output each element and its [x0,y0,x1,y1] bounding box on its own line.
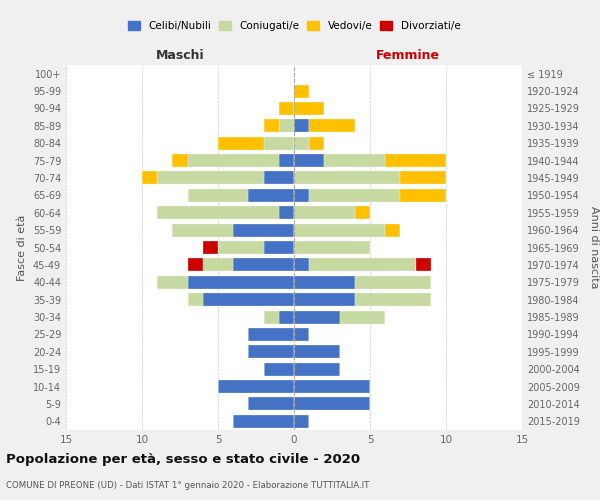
Bar [233,415,294,428]
Bar [340,310,385,324]
Bar [309,120,355,132]
Bar [188,293,203,306]
Bar [355,206,370,220]
Bar [263,241,294,254]
Bar [188,258,203,272]
Bar [279,154,294,167]
Bar [416,258,431,272]
Legend: Celibi/Nubili, Coniugati/e, Vedovi/e, Divorziati/e: Celibi/Nubili, Coniugati/e, Vedovi/e, Di… [125,19,463,34]
Text: COMUNE DI PREONE (UD) - Dati ISTAT 1° gennaio 2020 - Elaborazione TUTTITALIA.IT: COMUNE DI PREONE (UD) - Dati ISTAT 1° ge… [6,481,370,490]
Bar [157,276,188,289]
Y-axis label: Fasce di età: Fasce di età [17,214,27,280]
Bar [309,136,325,149]
Bar [188,189,248,202]
Bar [203,258,233,272]
Bar [294,380,370,393]
Bar [309,258,416,272]
Bar [325,154,385,167]
Bar [188,276,294,289]
Text: Femmine: Femmine [376,48,440,62]
Bar [233,224,294,236]
Bar [400,172,446,184]
Bar [233,258,294,272]
Bar [248,189,294,202]
Bar [142,172,157,184]
Bar [294,172,400,184]
Bar [203,241,218,254]
Bar [188,154,279,167]
Bar [279,310,294,324]
Bar [218,241,263,254]
Bar [263,120,279,132]
Bar [294,258,309,272]
Bar [400,189,446,202]
Bar [263,172,294,184]
Bar [385,224,400,236]
Bar [279,206,294,220]
Y-axis label: Anni di nascita: Anni di nascita [589,206,599,289]
Text: Maschi: Maschi [155,48,205,62]
Bar [157,172,263,184]
Bar [218,136,263,149]
Bar [248,328,294,341]
Bar [248,398,294,410]
Bar [172,154,188,167]
Bar [385,154,446,167]
Bar [203,293,294,306]
Bar [294,346,340,358]
Bar [294,276,355,289]
Bar [294,310,340,324]
Bar [294,328,309,341]
Bar [355,276,431,289]
Bar [279,102,294,115]
Bar [294,224,385,236]
Bar [172,224,233,236]
Bar [294,241,370,254]
Bar [309,189,400,202]
Bar [279,120,294,132]
Bar [294,398,370,410]
Bar [294,293,355,306]
Bar [294,189,309,202]
Bar [294,102,325,115]
Bar [263,310,279,324]
Bar [294,154,325,167]
Bar [248,346,294,358]
Text: Popolazione per età, sesso e stato civile - 2020: Popolazione per età, sesso e stato civil… [6,452,360,466]
Bar [294,415,309,428]
Bar [157,206,279,220]
Bar [355,293,431,306]
Bar [294,362,340,376]
Bar [294,136,309,149]
Bar [294,120,309,132]
Bar [263,362,294,376]
Bar [294,206,355,220]
Bar [294,84,309,98]
Bar [218,380,294,393]
Bar [263,136,294,149]
